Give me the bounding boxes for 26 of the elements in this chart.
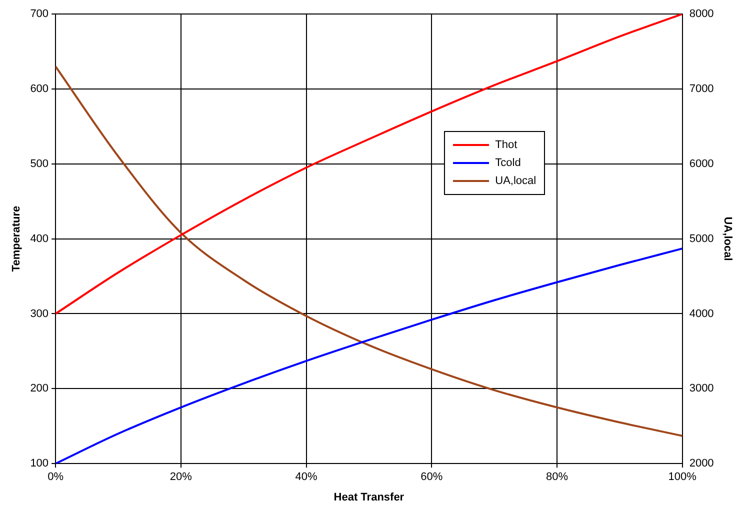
y2-tick-label: 7000 <box>689 82 714 95</box>
y2-tick-label: 2000 <box>689 458 714 470</box>
y-tick-label: 600 <box>30 82 49 95</box>
legend-label: Thot <box>495 138 518 151</box>
x-tick-label: 60% <box>420 471 443 484</box>
y-tick-label: 300 <box>30 308 49 320</box>
x-tick-label: 0% <box>48 471 64 484</box>
y2-axis-title: UA,local <box>721 216 734 261</box>
legend-label: Tcold <box>495 156 521 169</box>
x-tick-label: 80% <box>546 471 568 484</box>
x-tick-label: 100% <box>668 471 697 484</box>
y2-tick-label: 3000 <box>689 382 714 395</box>
y-tick-label: 700 <box>30 8 49 20</box>
x-tick-label: 20% <box>170 471 192 484</box>
y2-tick-label: 6000 <box>689 158 714 170</box>
y2-tick-label: 8000 <box>689 8 714 20</box>
x-tick-label: 40% <box>295 471 318 484</box>
y-tick-label: 200 <box>30 382 49 395</box>
y2-tick-label: 4000 <box>689 308 714 320</box>
x-axis-title: Heat Transfer <box>334 491 405 504</box>
y-axis-title: Temperature <box>10 206 23 272</box>
y-tick-label: 100 <box>30 458 49 470</box>
legend-label: UA,local <box>495 174 536 187</box>
y2-tick-label: 5000 <box>689 232 714 245</box>
y-tick-label: 500 <box>30 158 49 170</box>
y-tick-label: 400 <box>30 232 49 245</box>
